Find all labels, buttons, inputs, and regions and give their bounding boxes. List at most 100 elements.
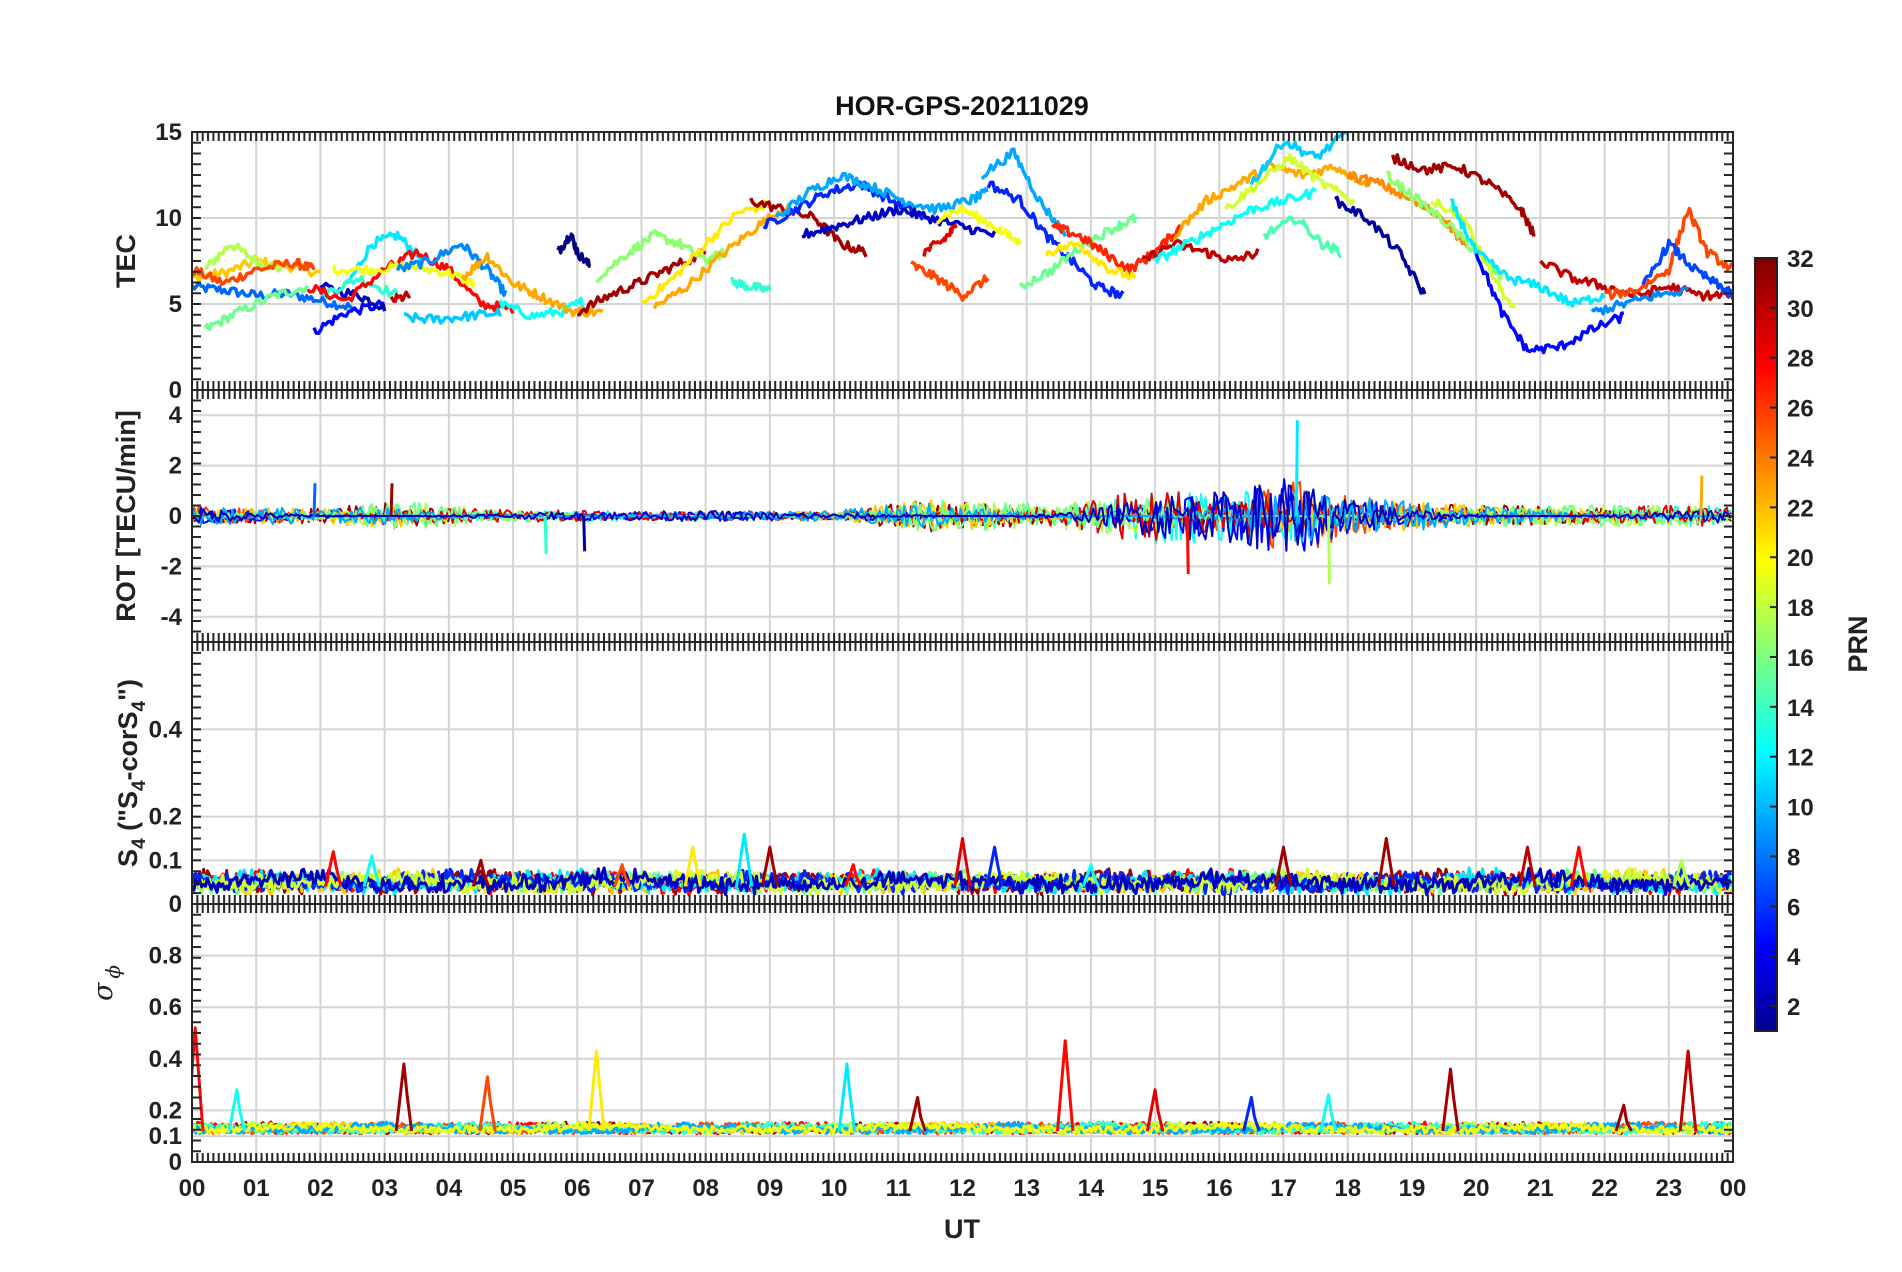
colorbar-gradient [1754, 257, 1778, 1032]
tec-series-prn-11 [403, 307, 502, 325]
peak-mark [683, 845, 702, 887]
y-tick-label: 0 [169, 1149, 182, 1176]
y-tick-label: 0.4 [149, 1046, 183, 1073]
colorbar-tick-label: 26 [1787, 396, 1814, 423]
peak-mark [1614, 1103, 1633, 1132]
rot-spike [389, 483, 394, 517]
y-tick-label: -4 [161, 604, 183, 631]
tec-series-prn-30 [1141, 238, 1260, 264]
tec-series-prn-17 [595, 228, 727, 284]
colorbar-tick-label: 16 [1787, 645, 1814, 672]
series-group [192, 132, 1733, 355]
peak-mark [1145, 1088, 1165, 1132]
x-tick-label: 08 [692, 1175, 719, 1202]
colorbar-tick-label: 14 [1787, 695, 1814, 722]
y-axis-label: TEC [111, 234, 141, 288]
tec-series-prn-19 [1224, 152, 1356, 210]
peak-mark [1319, 1093, 1338, 1132]
tec-series-prn-21 [1044, 240, 1137, 281]
minor-ticks [191, 641, 1734, 905]
rot-spike [1294, 420, 1299, 517]
tec-series-prn-2 [1334, 195, 1427, 295]
series-group [192, 832, 1733, 897]
peak-mark [1569, 845, 1589, 887]
x-tick-label: 19 [1399, 1175, 1426, 1202]
minor-ticks [191, 131, 1734, 391]
tec-series-prn-21 [640, 199, 772, 305]
peak-mark [1518, 845, 1537, 887]
colorbar-label: PRN [1843, 615, 1873, 672]
colorbar-tick-label: 2 [1787, 994, 1800, 1021]
tec-series-prn-3 [801, 205, 997, 239]
tec-series-prn-10 [774, 171, 989, 218]
tec-series-prn-27 [1051, 221, 1182, 275]
y-tick-label: 2 [169, 453, 182, 480]
rot-spike [312, 483, 317, 517]
tec-series-prn-13 [1153, 187, 1317, 264]
colorbar-tick-label: 12 [1787, 745, 1814, 772]
tec-series-prn-30 [389, 290, 412, 304]
x-tick-label: 23 [1655, 1175, 1682, 1202]
peak-mark [471, 858, 491, 888]
peak-mark [478, 1075, 497, 1132]
x-tick-label: 14 [1078, 1175, 1105, 1202]
colorbar-tick-label: 8 [1787, 844, 1800, 871]
panel-rot: -4 -2 0 2 4 ROT [TECU/min] [111, 389, 1734, 643]
peak-mark [760, 845, 780, 887]
y-tick-label: 4 [169, 402, 183, 429]
y-tick-label: 0.2 [149, 804, 182, 831]
x-axis-label: UT [944, 1214, 980, 1244]
tec-series-prn-31 [749, 197, 868, 258]
colorbar-tick-label: 30 [1787, 296, 1814, 323]
tec-series-prn-12 [1449, 198, 1607, 308]
x-tick-label: 22 [1591, 1175, 1618, 1202]
x-tick-label: 16 [1206, 1175, 1233, 1202]
series-group [192, 1026, 1733, 1136]
x-tick-label: 01 [243, 1175, 270, 1202]
y-tick-label: 0.4 [149, 716, 183, 743]
x-tick-label: 13 [1013, 1175, 1040, 1202]
peak-mark [1274, 845, 1293, 887]
y-tick-label: 0.2 [149, 1097, 182, 1124]
peak-mark [1242, 1096, 1261, 1132]
minor-ticks [191, 389, 1734, 643]
tec-series-prn-10 [980, 147, 1067, 237]
y-tick-label: 0.1 [149, 1123, 182, 1150]
x-tick-label: 02 [307, 1175, 334, 1202]
peak-mark [587, 1049, 606, 1132]
peak-mark [1441, 1067, 1460, 1132]
tec-series-prn-5 [312, 299, 386, 335]
y-axis-tick-labels: 0 0.1 0.2 0.4 [149, 716, 183, 918]
peak-mark [227, 1088, 247, 1132]
peak-mark [837, 1062, 857, 1132]
peak-mark [985, 845, 1004, 887]
colorbar-tick-label: 20 [1787, 545, 1814, 572]
colorbar-tick-label: 6 [1787, 894, 1800, 921]
colorbar-tick-label: 18 [1787, 595, 1814, 622]
peak-mark [613, 863, 632, 888]
tec-series-prn-12 [345, 230, 425, 285]
tec-series-prn-14 [318, 275, 399, 299]
rot-spike [543, 515, 548, 554]
rot-spike [1699, 475, 1704, 517]
tec-series-prn-26 [192, 257, 316, 287]
rot-spike [582, 515, 587, 552]
rot-spike [1326, 515, 1331, 585]
colorbar-tick-label: 28 [1787, 346, 1814, 373]
peak-mark [844, 863, 863, 888]
series-group [192, 420, 1733, 585]
tec-series-prn-13 [498, 296, 585, 321]
tec-series-prn-31 [1391, 153, 1536, 237]
peak-mark [1672, 858, 1691, 888]
x-tick-label: 21 [1527, 1175, 1554, 1202]
tec-series-prn-7 [1641, 238, 1733, 299]
tec-series-prn-23 [460, 252, 604, 318]
peak-mark [1081, 863, 1100, 888]
peak-mark [324, 850, 343, 887]
y-tick-label: 0.1 [149, 847, 182, 874]
peak-mark [735, 832, 754, 887]
peak-mark [192, 1026, 205, 1132]
